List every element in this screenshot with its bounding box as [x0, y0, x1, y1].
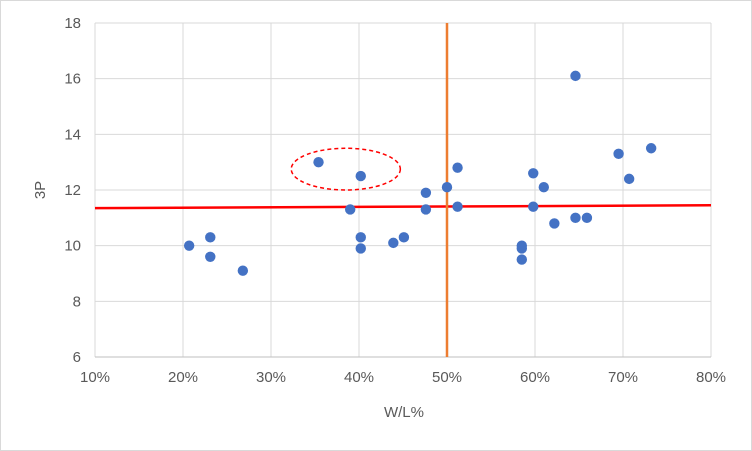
data-point	[398, 232, 410, 243]
data-point	[355, 170, 366, 182]
data-point	[205, 232, 216, 243]
data-point	[452, 201, 463, 212]
data-points	[183, 70, 657, 276]
data-point	[528, 168, 539, 179]
data-point	[538, 182, 549, 193]
x-tick-label: 40%	[344, 369, 374, 386]
y-tick-label: 10	[64, 238, 81, 255]
y-axis-title: 3P	[32, 181, 49, 199]
data-point	[549, 218, 560, 229]
annotations	[290, 147, 402, 191]
x-tick-label: 60%	[520, 369, 550, 386]
data-point	[441, 182, 453, 193]
x-axis-title: W/L%	[384, 404, 424, 421]
data-point	[516, 243, 527, 254]
x-tick-label: 30%	[256, 369, 286, 386]
data-point	[388, 237, 399, 249]
y-tick-labels: 6 8 10 12 14 16 18	[64, 15, 81, 366]
x-tick-labels: 10% 20% 30% 40% 50% 60% 70% 80%	[80, 369, 726, 386]
y-tick-label: 8	[73, 293, 81, 310]
data-point	[452, 162, 463, 173]
horizontal-trend-line	[94, 204, 712, 210]
data-point	[420, 204, 432, 215]
data-point	[516, 254, 527, 265]
data-point	[613, 148, 624, 160]
data-point	[355, 232, 366, 243]
y-tick-label: 18	[64, 15, 81, 32]
data-point	[528, 201, 539, 212]
data-point	[205, 251, 216, 262]
data-point	[623, 173, 635, 185]
data-point	[313, 156, 324, 168]
y-tick-label: 16	[64, 71, 81, 88]
gridlines	[94, 22, 712, 358]
x-tick-label: 20%	[168, 369, 198, 386]
data-point	[645, 143, 657, 154]
y-tick-label: 6	[73, 349, 81, 366]
data-point	[183, 240, 195, 251]
y-tick-label: 14	[64, 126, 81, 143]
data-point	[570, 212, 581, 224]
x-tick-label: 50%	[432, 369, 462, 386]
data-point	[420, 187, 432, 198]
data-point	[581, 212, 593, 224]
data-point	[237, 265, 249, 276]
x-tick-label: 70%	[608, 369, 638, 386]
highlight-ellipse	[290, 147, 402, 191]
data-point	[570, 70, 581, 82]
data-point	[355, 243, 366, 254]
x-tick-label: 80%	[696, 369, 726, 386]
y-tick-label: 12	[64, 182, 81, 199]
data-point	[345, 204, 356, 215]
x-tick-label: 10%	[80, 369, 110, 386]
